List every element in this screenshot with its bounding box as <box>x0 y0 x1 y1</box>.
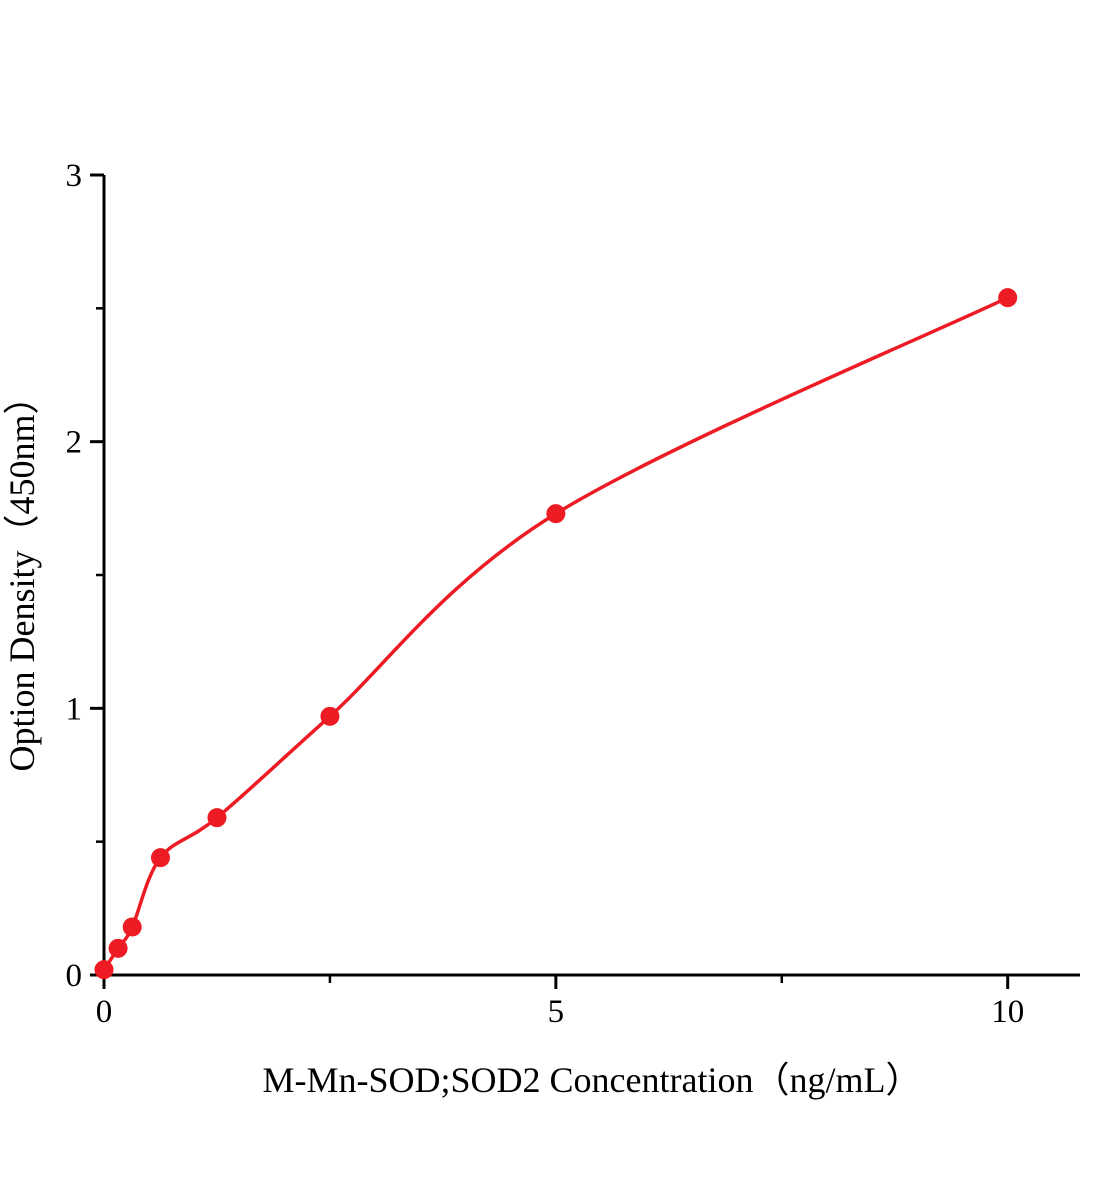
y-axis-label: Option Density（450nm） <box>2 379 42 772</box>
x-axis-label: M-Mn-SOD;SOD2 Concentration（ng/mL） <box>263 1060 922 1100</box>
x-tick-label: 10 <box>991 994 1024 1030</box>
y-tick-label: 3 <box>66 158 83 194</box>
plot-layer: 0 5 10 0 1 2 3 <box>66 158 1080 1030</box>
fit-curve <box>102 295 1010 972</box>
y-tick-label: 2 <box>66 425 83 461</box>
x-tick-label: 0 <box>96 994 113 1030</box>
data-point <box>108 938 128 958</box>
data-point <box>207 808 227 828</box>
y-tick-label: 0 <box>66 958 83 994</box>
data-point <box>998 288 1018 308</box>
data-point <box>320 706 340 726</box>
data-point <box>94 960 114 980</box>
data-point <box>150 848 170 868</box>
data-point <box>122 917 142 937</box>
x-tick-label: 5 <box>548 994 565 1030</box>
y-tick-label: 1 <box>66 691 83 727</box>
data-point <box>546 504 566 524</box>
